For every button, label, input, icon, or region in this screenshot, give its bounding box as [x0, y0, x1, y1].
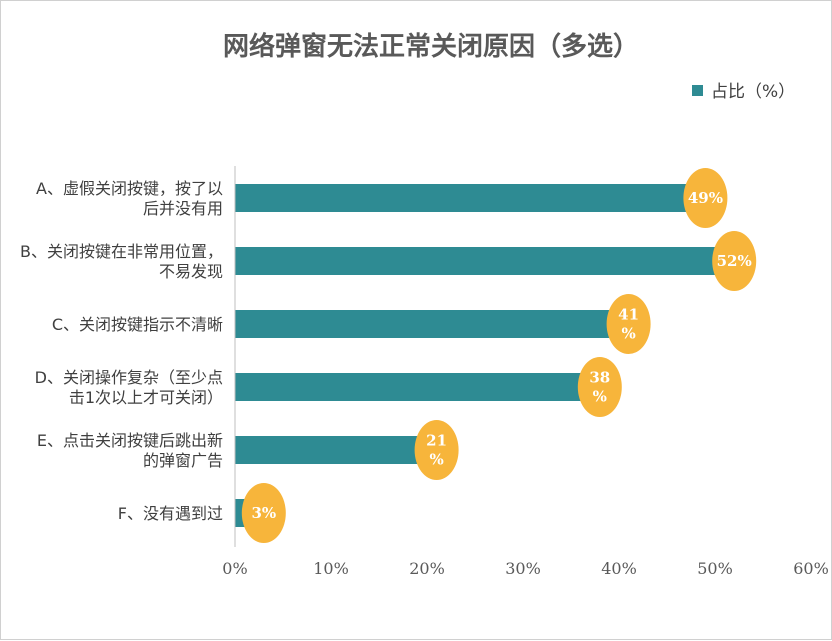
bar [235, 373, 600, 401]
chart-title: 网络弹窗无法正常关闭原因（多选） [223, 31, 639, 62]
data-labels: 49%52%41 %38 %21 %3% [241, 168, 757, 543]
data-label: 3% [251, 504, 276, 522]
x-tick-label: 0% [222, 559, 247, 578]
data-label: 38% [589, 369, 610, 406]
legend-label: 占比（%） [711, 82, 795, 102]
data-label-line: 38 [589, 369, 610, 387]
category-label: D、关闭操作复杂（至少点击1次以上才可关闭） [35, 368, 223, 407]
data-label: 41% [618, 306, 639, 343]
data-label-bubble [577, 357, 622, 417]
category-label-line: D、关闭操作复杂（至少点 [35, 368, 223, 387]
data-label-line: 52% [717, 252, 752, 270]
bar [235, 310, 629, 338]
category-label: A、虚假关闭按键，按了以后并没有用 [36, 179, 223, 218]
data-label-line: 49% [688, 189, 723, 207]
category-label-line: B、关闭按键在非常用位置， [20, 242, 223, 261]
data-label-bubble [414, 420, 459, 480]
category-label-line: 不易发现 [159, 262, 223, 281]
category-label-line: 后并没有用 [143, 199, 223, 218]
data-label-line: 3% [251, 504, 276, 522]
data-label-bubble [241, 483, 286, 543]
data-label-line: % [593, 388, 607, 406]
x-tick-label: 40% [601, 559, 637, 578]
data-label-line: 21 [426, 432, 447, 450]
bar [235, 247, 735, 275]
category-label-line: E、点击关闭按键后跳出新 [37, 431, 223, 450]
category-label-line: C、关闭按键指示不清晰 [52, 315, 223, 334]
category-label: E、点击关闭按键后跳出新的弹窗广告 [37, 431, 223, 470]
data-label-line: % [621, 325, 635, 343]
x-tick-label: 60% [793, 559, 829, 578]
data-label: 21% [426, 432, 447, 469]
data-label: 49% [688, 189, 723, 207]
category-label: F、没有遇到过 [118, 504, 223, 523]
x-tick-label: 50% [697, 559, 733, 578]
category-label-line: F、没有遇到过 [118, 504, 223, 523]
data-label: 52% [717, 252, 752, 270]
data-label-line: % [429, 451, 443, 469]
category-label-line: 击1次以上才可关闭） [69, 388, 223, 407]
x-tick-label: 30% [505, 559, 541, 578]
bar [235, 184, 706, 212]
axes: 0% 10% 20% 30% 40% 50% 60% A、虚假关闭按键，按了以后并没有用 B、关… [20, 166, 829, 578]
category-label: C、关闭按键指示不清晰 [52, 315, 223, 334]
data-label-bubble [712, 231, 757, 291]
legend: 占比（%） [692, 82, 795, 102]
data-label-bubble [683, 168, 728, 228]
category-label-line: 的弹窗广告 [143, 451, 223, 470]
category-label: B、关闭按键在非常用位置，不易发现 [20, 242, 223, 281]
category-label-line: A、虚假关闭按键，按了以 [36, 179, 223, 198]
x-tick-label: 10% [313, 559, 349, 578]
data-label-bubble [606, 294, 651, 354]
data-label-line: 41 [618, 306, 639, 324]
bar [235, 436, 437, 464]
legend-swatch [692, 85, 703, 96]
x-tick-label: 20% [409, 559, 445, 578]
bars [235, 184, 735, 527]
